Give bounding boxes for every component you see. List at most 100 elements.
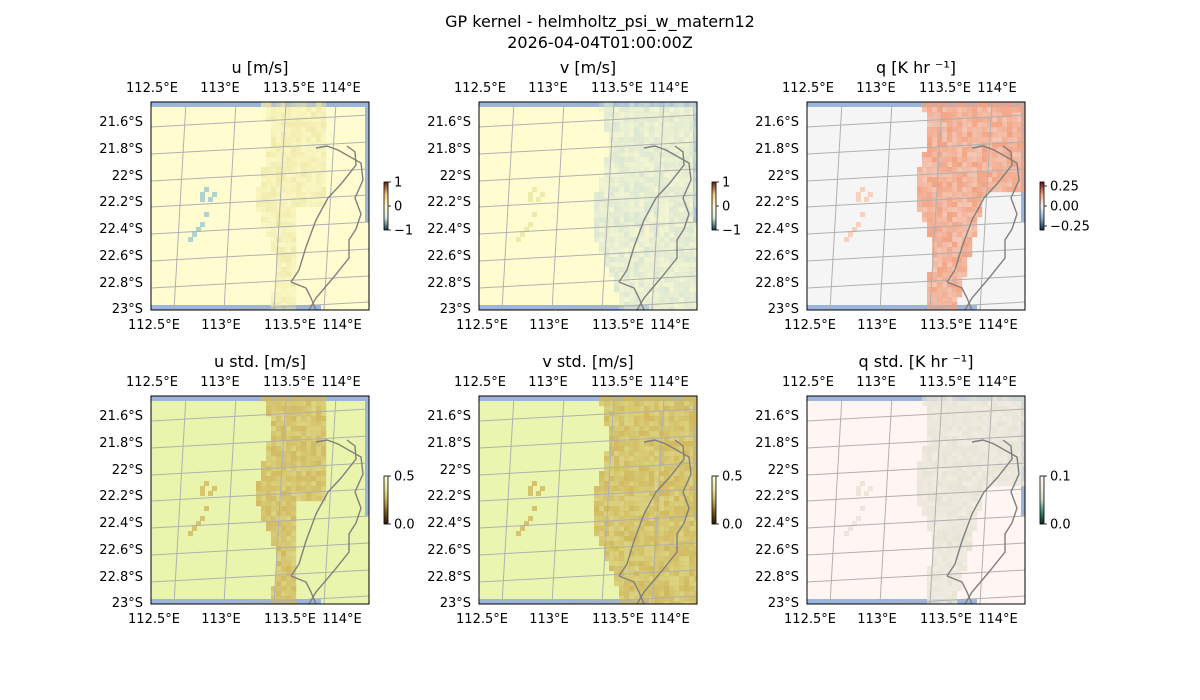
field-cell — [922, 102, 928, 108]
field-cell — [1012, 401, 1018, 407]
field-cell — [972, 496, 978, 502]
field-cell — [619, 187, 625, 193]
ocean-edge — [807, 102, 1025, 107]
field-cell — [992, 431, 998, 437]
field-cell — [639, 471, 645, 477]
field-cell — [286, 192, 292, 198]
field-cell — [977, 431, 983, 437]
field-cell — [619, 526, 625, 532]
field-cell — [281, 536, 287, 542]
field-cell — [649, 521, 655, 527]
field-layer — [479, 396, 697, 604]
field-cell — [321, 117, 327, 123]
field-cell — [957, 197, 963, 203]
field-cell — [967, 411, 973, 417]
field-cell — [204, 506, 209, 511]
field-cell — [604, 501, 610, 507]
field-cell — [982, 182, 988, 188]
field-cell — [604, 207, 610, 213]
field-cell — [952, 187, 958, 193]
field-cell — [967, 152, 973, 158]
field-cell — [694, 277, 697, 283]
field-cell — [669, 401, 675, 407]
field-cell — [296, 401, 302, 407]
field-cell — [639, 157, 645, 163]
field-cell — [649, 107, 655, 113]
field-cell — [947, 237, 953, 243]
field-cell — [624, 601, 630, 604]
field-cell — [679, 127, 685, 133]
lat-tick-label: 23°S — [112, 596, 143, 611]
field-cell — [659, 536, 665, 542]
field-cell — [937, 287, 943, 293]
field-cell — [604, 102, 610, 108]
field-cell — [291, 112, 297, 118]
field-cell — [639, 501, 645, 507]
field-cell — [694, 307, 697, 310]
field-cell — [967, 122, 973, 128]
field-cell — [609, 177, 615, 183]
field-cell — [937, 481, 943, 487]
field-cell — [624, 172, 630, 178]
field-cell — [256, 192, 262, 198]
field-cell — [629, 127, 635, 133]
field-cell — [301, 197, 307, 203]
field-cell — [271, 596, 277, 602]
field-cell — [684, 212, 690, 218]
field-cell — [291, 192, 297, 198]
field-cell — [634, 192, 640, 198]
field-cell — [659, 471, 665, 477]
grid-line — [807, 462, 1025, 476]
field-cell — [972, 102, 978, 108]
field-cell — [619, 162, 625, 168]
field-cell — [664, 157, 670, 163]
field-cell — [972, 501, 978, 507]
field-cell — [301, 461, 307, 467]
field-cell — [1022, 132, 1025, 138]
field-cell — [629, 267, 635, 273]
field-cell — [659, 132, 665, 138]
lat-tick-label: 23°S — [768, 596, 799, 611]
field-cell — [261, 496, 267, 502]
field-cell — [281, 511, 287, 517]
field-cell — [604, 406, 610, 412]
field-cell — [629, 491, 635, 497]
field-cell — [639, 162, 645, 168]
field-cell — [528, 197, 533, 202]
field-cell — [664, 586, 670, 592]
field-cell — [932, 152, 938, 158]
field-cell — [311, 107, 317, 113]
field-cell — [947, 287, 953, 293]
field-cell — [261, 182, 267, 188]
lat-tick-label: 23°S — [440, 596, 471, 611]
field-cell — [276, 541, 282, 547]
field-cell — [927, 586, 933, 592]
field-cell — [932, 561, 938, 567]
field-cell — [947, 247, 953, 253]
field-cell — [689, 297, 695, 303]
field-cell — [937, 127, 943, 133]
field-cell — [947, 431, 953, 437]
field-cell — [276, 247, 282, 253]
field-cell — [654, 546, 660, 552]
field-cell — [266, 227, 272, 233]
field-cell — [674, 182, 680, 188]
field-cell — [947, 257, 953, 263]
field-cell — [952, 536, 958, 542]
field-cell — [321, 466, 327, 472]
field-cell — [271, 147, 277, 153]
field-cell — [967, 247, 973, 253]
field-cell — [1022, 187, 1025, 193]
field-cell — [937, 541, 943, 547]
field-cell — [952, 556, 958, 562]
field-cell — [669, 441, 675, 447]
field-cell — [962, 441, 968, 447]
field-cell — [932, 586, 938, 592]
field-cell — [306, 112, 312, 118]
field-cell — [679, 212, 685, 218]
field-cell — [942, 466, 948, 472]
field-cell — [947, 112, 953, 118]
lat-tick-label: 22.8°S — [755, 570, 799, 585]
field-cell — [619, 257, 625, 263]
field-cell — [1007, 421, 1013, 427]
